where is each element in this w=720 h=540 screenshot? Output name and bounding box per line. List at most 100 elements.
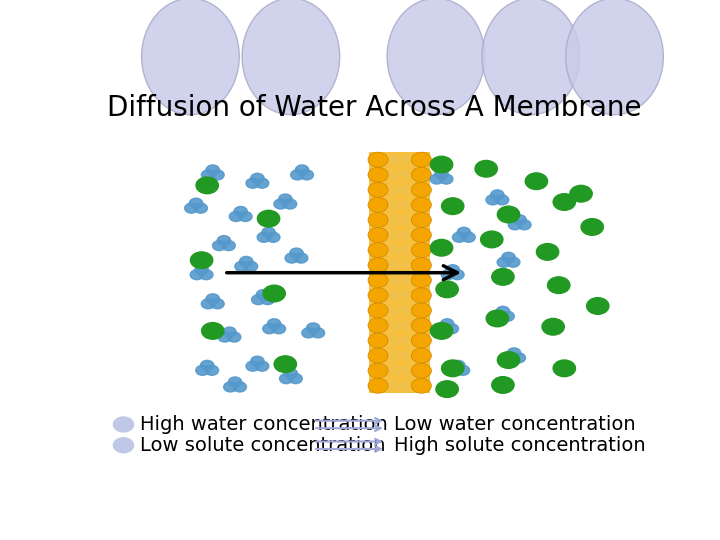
Circle shape <box>256 289 270 300</box>
Circle shape <box>196 177 218 194</box>
Circle shape <box>431 322 453 339</box>
Text: Low water concentration: Low water concentration <box>394 415 636 434</box>
Circle shape <box>246 178 259 188</box>
Circle shape <box>436 281 459 298</box>
Circle shape <box>503 353 516 363</box>
Circle shape <box>411 333 431 348</box>
Circle shape <box>512 353 526 363</box>
Circle shape <box>431 156 453 173</box>
Circle shape <box>506 257 520 267</box>
Circle shape <box>228 332 241 342</box>
Circle shape <box>211 170 224 180</box>
Circle shape <box>411 258 431 273</box>
Circle shape <box>307 323 320 333</box>
Ellipse shape <box>387 0 485 114</box>
Circle shape <box>251 295 265 305</box>
Circle shape <box>495 195 509 205</box>
Circle shape <box>368 363 388 378</box>
Circle shape <box>222 241 235 251</box>
Circle shape <box>368 227 388 242</box>
Circle shape <box>498 206 520 223</box>
Circle shape <box>211 299 224 309</box>
Circle shape <box>222 327 236 337</box>
Circle shape <box>233 382 246 392</box>
Ellipse shape <box>242 0 340 114</box>
Circle shape <box>490 190 504 200</box>
Circle shape <box>302 328 315 338</box>
Circle shape <box>502 252 516 262</box>
Circle shape <box>274 199 287 209</box>
Circle shape <box>368 183 388 197</box>
Text: Low solute concentration: Low solute concentration <box>140 436 386 455</box>
Circle shape <box>411 348 431 363</box>
Circle shape <box>261 295 274 305</box>
Circle shape <box>492 377 514 393</box>
Circle shape <box>184 203 198 213</box>
Circle shape <box>581 219 603 235</box>
Circle shape <box>284 369 297 379</box>
Circle shape <box>441 319 454 329</box>
Circle shape <box>486 310 508 327</box>
Circle shape <box>368 318 388 333</box>
Text: Diffusion of Water Across A Membrane: Diffusion of Water Across A Membrane <box>107 94 642 122</box>
Circle shape <box>441 360 464 377</box>
Text: High water concentration: High water concentration <box>140 415 388 434</box>
Circle shape <box>202 170 215 180</box>
Circle shape <box>224 382 237 392</box>
Circle shape <box>570 185 592 202</box>
Circle shape <box>200 360 214 370</box>
Circle shape <box>587 298 609 314</box>
Circle shape <box>190 269 204 280</box>
Circle shape <box>553 194 575 210</box>
Circle shape <box>283 199 297 209</box>
Circle shape <box>496 306 510 316</box>
Circle shape <box>205 366 219 375</box>
Circle shape <box>368 378 388 393</box>
Circle shape <box>368 152 388 167</box>
Circle shape <box>256 361 269 371</box>
Circle shape <box>480 231 503 248</box>
Circle shape <box>246 361 259 371</box>
Circle shape <box>439 174 453 184</box>
Circle shape <box>462 232 475 242</box>
Circle shape <box>411 363 431 378</box>
Ellipse shape <box>482 0 580 114</box>
Circle shape <box>279 194 292 204</box>
Circle shape <box>229 212 243 221</box>
Circle shape <box>189 198 203 208</box>
Circle shape <box>368 333 388 348</box>
Circle shape <box>536 244 559 260</box>
Circle shape <box>295 165 309 175</box>
Circle shape <box>445 324 459 334</box>
Circle shape <box>263 285 285 302</box>
Circle shape <box>411 198 431 212</box>
Circle shape <box>258 211 280 227</box>
Circle shape <box>475 160 498 177</box>
Circle shape <box>431 239 453 256</box>
Circle shape <box>508 220 522 230</box>
Circle shape <box>548 277 570 294</box>
Circle shape <box>411 273 431 288</box>
Circle shape <box>235 261 248 272</box>
Circle shape <box>279 374 293 383</box>
Circle shape <box>368 303 388 318</box>
Circle shape <box>411 318 431 333</box>
Circle shape <box>195 265 208 275</box>
Circle shape <box>486 195 500 205</box>
Circle shape <box>411 242 431 258</box>
Circle shape <box>294 253 308 263</box>
Circle shape <box>411 183 431 197</box>
Circle shape <box>451 269 464 280</box>
Circle shape <box>368 288 388 303</box>
Circle shape <box>272 324 286 334</box>
Circle shape <box>411 288 431 303</box>
Circle shape <box>492 311 505 321</box>
Circle shape <box>411 303 431 318</box>
Circle shape <box>202 299 215 309</box>
Circle shape <box>501 311 514 321</box>
Circle shape <box>218 332 232 342</box>
Circle shape <box>196 366 210 375</box>
Circle shape <box>497 257 510 267</box>
Circle shape <box>368 258 388 273</box>
Circle shape <box>285 253 299 263</box>
